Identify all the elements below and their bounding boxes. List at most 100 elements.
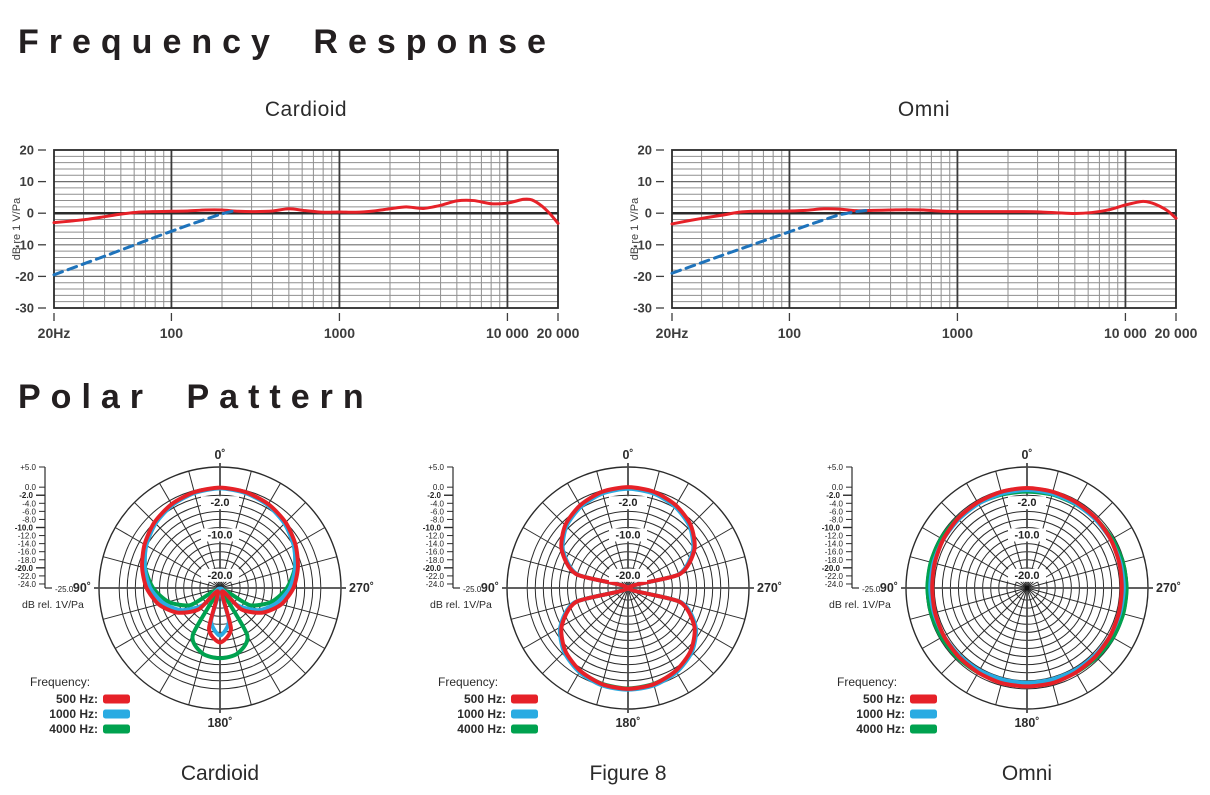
svg-text:-12.0: -12.0	[18, 532, 37, 541]
svg-text:-18.0: -18.0	[18, 556, 37, 565]
svg-text:10: 10	[20, 174, 34, 189]
polar-scale-unit-label: dB rel. 1V/Pa	[430, 599, 492, 611]
grid	[671, 150, 1176, 308]
svg-text:-10.0: -10.0	[423, 524, 442, 533]
svg-text:180˚: 180˚	[207, 716, 232, 730]
svg-text:4000 Hz:: 4000 Hz:	[856, 722, 905, 736]
legend-swatch-cyan	[910, 709, 937, 719]
legend-swatch-red	[103, 694, 130, 704]
y-axis-label: dB re 1 V/Pa	[629, 197, 641, 260]
svg-text:20: 20	[20, 143, 34, 158]
svg-text:180˚: 180˚	[1014, 716, 1039, 730]
frequency-legend: Frequency: 500 Hz:1000 Hz:4000 Hz:	[837, 675, 937, 736]
svg-text:-30: -30	[15, 301, 34, 316]
svg-text:-2.0: -2.0	[619, 497, 638, 509]
svg-text:-16.0: -16.0	[18, 548, 37, 557]
svg-text:500 Hz:: 500 Hz:	[863, 692, 905, 706]
svg-text:0.0: 0.0	[832, 483, 844, 492]
svg-text:-2.0: -2.0	[1018, 497, 1037, 509]
low-frequency-rolloff-curve	[670, 208, 872, 275]
freq-chart-cardioid-title: Cardioid	[264, 98, 348, 121]
legend-swatch-green	[103, 724, 130, 734]
svg-text:-10.0: -10.0	[15, 524, 34, 533]
frequency-legend: Frequency: 500 Hz:1000 Hz:4000 Hz:	[30, 675, 130, 736]
svg-text:-20.0: -20.0	[15, 564, 34, 573]
svg-text:-16.0: -16.0	[426, 548, 445, 557]
legend-swatch-red	[910, 694, 937, 704]
db-scale-ruler: +5.00.0-2.0-4.0-6.0-8.0-10.0-12.0-14.0-1…	[423, 463, 482, 594]
svg-text:-20: -20	[633, 269, 652, 284]
angle-labels: 0˚ 90˚ 270˚ 180˚	[73, 448, 374, 730]
frequency-response-curve	[52, 197, 560, 225]
polar-caption-cardioid: Cardioid	[180, 762, 260, 785]
svg-text:270˚: 270˚	[1156, 581, 1181, 595]
svg-text:500 Hz:: 500 Hz:	[464, 692, 506, 706]
svg-text:-25.0: -25.0	[55, 585, 74, 594]
low-frequency-rolloff-curve	[52, 209, 234, 277]
legend-swatch-cyan	[511, 709, 538, 719]
svg-text:-24.0: -24.0	[18, 580, 37, 589]
svg-text:0.0: 0.0	[25, 483, 37, 492]
svg-text:-10: -10	[15, 237, 34, 252]
svg-text:-30: -30	[633, 301, 652, 316]
polar-curve-500-Hz	[930, 485, 1124, 689]
legend-swatch-cyan	[103, 709, 130, 719]
frequency-response-chart-omni: 20 10 0 -10 -20 -30 dB re 1 V/Pa 20Hz 100 1000 10 …	[626, 140, 1210, 341]
x-axis: 20Hz 100 1000 10 000 20 000	[38, 313, 580, 340]
svg-text:-20.0: -20.0	[423, 564, 442, 573]
svg-text:-16.0: -16.0	[825, 548, 844, 557]
svg-text:+5.0: +5.0	[827, 463, 843, 472]
svg-text:-22.0: -22.0	[426, 572, 445, 581]
svg-text:-24.0: -24.0	[426, 580, 445, 589]
svg-text:270˚: 270˚	[757, 581, 782, 595]
svg-text:-25.0: -25.0	[463, 585, 482, 594]
svg-text:-2.0: -2.0	[211, 497, 230, 509]
polar-figure8-svg: -2.0-10.0-20.00˚90˚ 270˚180˚+5.00.0-2.0-4…	[423, 448, 782, 736]
svg-text:10: 10	[638, 174, 652, 189]
svg-text:-25.0: -25.0	[862, 585, 881, 594]
svg-text:-22.0: -22.0	[825, 572, 844, 581]
db-scale-ruler: +5.00.0-2.0-4.0-6.0-8.0-10.0-12.0-14.0-1…	[15, 463, 74, 594]
svg-text:-20.0: -20.0	[615, 570, 640, 582]
svg-text:90˚: 90˚	[880, 581, 898, 595]
svg-text:100: 100	[778, 325, 802, 340]
svg-text:-6.0: -6.0	[430, 507, 444, 516]
svg-text:1000 Hz:: 1000 Hz:	[457, 707, 506, 721]
svg-text:-20.0: -20.0	[207, 570, 232, 582]
svg-text:-4.0: -4.0	[430, 499, 444, 508]
svg-text:-14.0: -14.0	[426, 540, 445, 549]
angle-labels: 0˚ 90˚ 270˚ 180˚	[880, 448, 1181, 730]
svg-text:-10.0: -10.0	[615, 530, 640, 542]
svg-text:-12.0: -12.0	[825, 532, 844, 541]
svg-text:20 000: 20 000	[537, 325, 580, 340]
svg-text:-10.0: -10.0	[207, 530, 232, 542]
svg-text:-14.0: -14.0	[18, 540, 37, 549]
svg-text:-4.0: -4.0	[22, 499, 36, 508]
polar-omni-svg: -2.0-10.0-20.00˚90˚ 270˚180˚+5.00.0-2.0-4…	[822, 448, 1181, 736]
polar-chart-omni: -2.0 -10.0 -20.0 0˚ 90˚ 270˚ 180˚ +5.0 0.0 -2.0 -4…	[817, 440, 1210, 760]
svg-text:90˚: 90˚	[73, 581, 91, 595]
svg-text:0.0: 0.0	[433, 483, 445, 492]
svg-text:-10.0: -10.0	[1014, 530, 1039, 542]
svg-text:-18.0: -18.0	[426, 556, 445, 565]
svg-text:-2.0: -2.0	[19, 491, 33, 500]
svg-text:20Hz: 20Hz	[38, 325, 71, 340]
polar-cardioid-svg: -2.0-10.0-20.00˚90˚ 270˚180˚+5.00.0-2.0-4…	[15, 448, 374, 736]
polar-pattern-title: Polar Pattern	[18, 377, 374, 416]
svg-text:+5.0: +5.0	[428, 463, 444, 472]
polar-scale-unit-label: dB rel. 1V/Pa	[22, 599, 84, 611]
svg-text:Frequency:: Frequency:	[30, 675, 90, 689]
frequency-response-curve	[670, 199, 1178, 226]
svg-text:20Hz: 20Hz	[656, 325, 689, 340]
svg-text:1000 Hz:: 1000 Hz:	[856, 707, 905, 721]
angle-labels: 0˚ 90˚ 270˚ 180˚	[481, 448, 782, 730]
frequency-response-title: Frequency Response	[18, 22, 556, 61]
svg-text:-12.0: -12.0	[426, 532, 445, 541]
svg-text:0: 0	[645, 206, 652, 221]
svg-text:Frequency:: Frequency:	[438, 675, 498, 689]
svg-text:20: 20	[638, 143, 652, 158]
svg-text:4000 Hz:: 4000 Hz:	[457, 722, 506, 736]
plot-border	[53, 149, 559, 309]
svg-text:-18.0: -18.0	[825, 556, 844, 565]
